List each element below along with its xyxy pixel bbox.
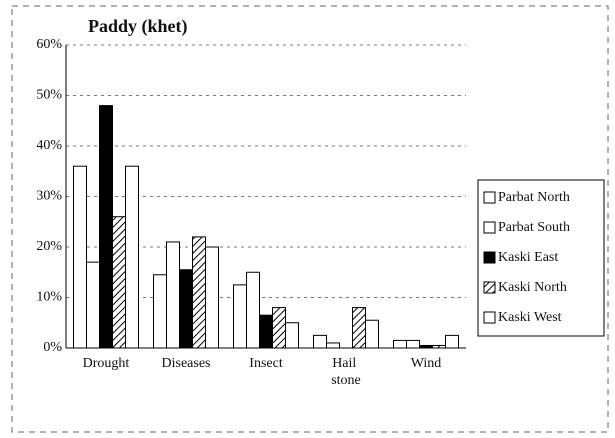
bar (259, 314, 273, 349)
bar (445, 334, 459, 349)
bar (125, 165, 139, 349)
bar (205, 246, 219, 349)
y-tick-label: 60% (36, 37, 62, 52)
x-tick-label: Drought (83, 356, 130, 371)
x-tick-label: Insect (249, 356, 283, 371)
bar (326, 342, 340, 349)
x-tick-label: Hail stone (331, 356, 361, 388)
bar (153, 274, 167, 349)
y-tick-label: 10% (36, 290, 62, 305)
bar (406, 339, 420, 349)
bar (285, 322, 299, 349)
legend-box (477, 179, 605, 337)
bar (352, 307, 366, 349)
bar (86, 261, 100, 349)
legend-swatch (483, 281, 496, 294)
bar (419, 344, 433, 349)
bar (365, 319, 379, 349)
bar (166, 241, 180, 349)
y-tick-label: 0% (43, 340, 62, 355)
x-tick-label: Wind (411, 356, 442, 371)
y-tick-label: 50% (36, 88, 62, 103)
y-tick-label: 20% (36, 239, 62, 254)
bar (432, 344, 446, 349)
bar (73, 165, 87, 349)
legend-label: Parbat North (498, 190, 570, 205)
bar (99, 105, 113, 349)
legend-label: Kaski West (498, 310, 562, 325)
y-tick-label: 40% (36, 138, 62, 153)
legend-label: Parbat South (498, 220, 570, 235)
legend-label: Kaski East (498, 250, 558, 265)
bar (179, 269, 193, 349)
chart-title: Paddy (khet) (88, 16, 188, 37)
legend-swatch (483, 251, 496, 264)
bar (192, 236, 206, 349)
bar (272, 307, 286, 349)
y-tick-label: 30% (36, 189, 62, 204)
bar (112, 216, 126, 349)
legend-label: Kaski North (498, 280, 567, 295)
bar (393, 339, 407, 349)
bar (246, 271, 260, 349)
chart-border (11, 5, 609, 433)
legend-swatch (483, 191, 496, 204)
legend-swatch (483, 221, 496, 234)
bar (313, 334, 327, 349)
x-tick-label: Diseases (162, 356, 211, 371)
bar (233, 284, 247, 349)
legend-swatch (483, 311, 496, 324)
